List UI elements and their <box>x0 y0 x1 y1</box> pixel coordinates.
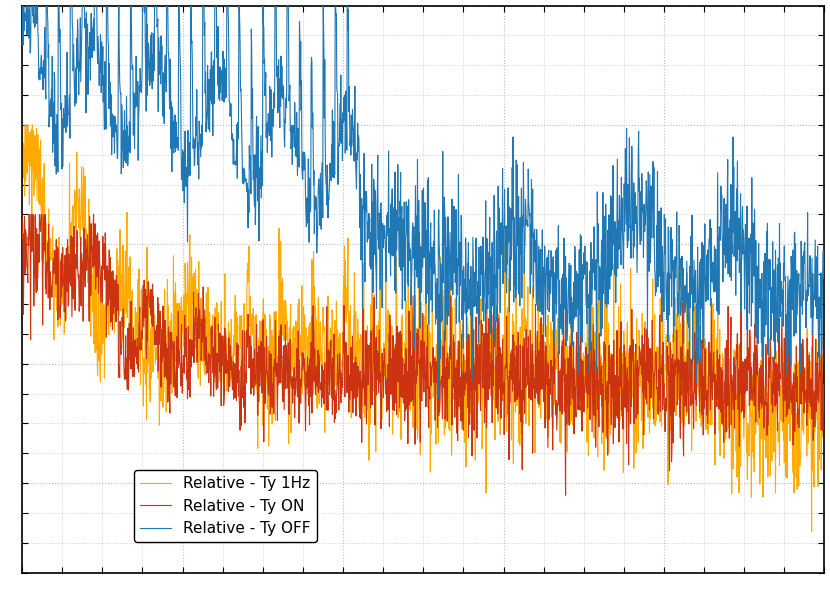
Relative - Ty ON <box>24 211 34 218</box>
Relative - Ty ON <box>408 337 417 344</box>
Relative - Ty ON <box>819 409 829 417</box>
Relative - Ty OFF <box>387 334 397 341</box>
Relative - Ty ON <box>17 214 27 221</box>
Relative - Ty OFF <box>819 425 829 432</box>
Relative - Ty OFF <box>807 528 817 535</box>
Relative - Ty 1Hz <box>387 251 397 258</box>
Relative - Ty OFF <box>58 296 68 303</box>
Relative - Ty ON <box>58 280 68 287</box>
Relative - Ty OFF <box>797 408 807 415</box>
Relative - Ty OFF <box>649 385 659 392</box>
Relative - Ty 1Hz <box>650 266 660 273</box>
Legend: Relative - Ty 1Hz, Relative - Ty ON, Relative - Ty OFF: Relative - Ty 1Hz, Relative - Ty ON, Rel… <box>134 470 316 542</box>
Relative - Ty OFF <box>17 122 27 129</box>
Relative - Ty 1Hz <box>408 219 417 227</box>
Relative - Ty 1Hz <box>58 105 68 112</box>
Relative - Ty ON <box>387 355 397 362</box>
Relative - Ty ON <box>797 400 807 407</box>
Relative - Ty 1Hz <box>797 253 807 260</box>
Relative - Ty OFF <box>17 182 27 189</box>
Line: Relative - Ty 1Hz: Relative - Ty 1Hz <box>22 0 824 398</box>
Relative - Ty 1Hz <box>433 395 443 402</box>
Relative - Ty 1Hz <box>819 227 829 234</box>
Line: Relative - Ty ON: Relative - Ty ON <box>22 215 824 495</box>
Relative - Ty 1Hz <box>797 276 807 283</box>
Relative - Ty ON <box>797 340 807 348</box>
Line: Relative - Ty OFF: Relative - Ty OFF <box>22 125 824 532</box>
Relative - Ty OFF <box>796 423 806 430</box>
Relative - Ty OFF <box>408 392 417 399</box>
Relative - Ty ON <box>560 491 570 499</box>
Relative - Ty ON <box>650 372 660 379</box>
